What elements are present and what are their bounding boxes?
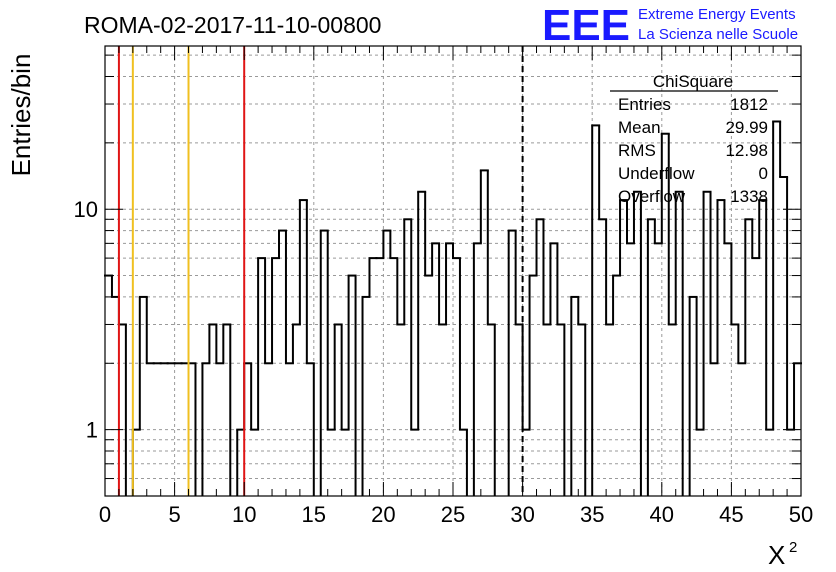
stats-value-entries: 1812	[730, 95, 768, 114]
x-tick-label: 40	[650, 502, 674, 527]
y-axis-label: Entries/bin	[6, 54, 36, 177]
chart-title: ROMA-02-2017-11-10-00800	[84, 12, 381, 38]
x-tick-label: 30	[510, 502, 534, 527]
stats-value-overflow: 1338	[730, 187, 768, 206]
eee-logo: EEE Extreme Energy Events La Scienza nel…	[542, 1, 798, 50]
threshold-lines	[117, 46, 524, 496]
stats-value-underflow: 0	[759, 164, 768, 183]
stats-label-rms: RMS	[618, 141, 656, 160]
logo-line1: Extreme Energy Events	[638, 6, 796, 23]
stats-value-rms: 12.98	[725, 141, 768, 160]
x-tick-label: 45	[719, 502, 743, 527]
axis-ticks: 0 5 10 15 20 25 30 35 40 45 50 1 10	[74, 46, 813, 527]
stats-value-mean: 29.99	[725, 118, 768, 137]
x-tick-label: 35	[580, 502, 604, 527]
x-axis-label-superscript: 2	[789, 539, 797, 556]
logo-mark: EEE	[542, 1, 630, 50]
x-tick-label: 10	[232, 502, 256, 527]
x-tick-label: 25	[441, 502, 465, 527]
stats-label-overflow: Overflow	[618, 187, 686, 206]
x-tick-label: 50	[789, 502, 813, 527]
y-tick-label: 10	[74, 197, 98, 222]
stats-box: ChiSquare Entries 1812 Mean 29.99 RMS 12…	[610, 72, 778, 206]
histogram-bars	[104, 120, 802, 496]
stats-label-underflow: Underflow	[618, 164, 695, 183]
stats-label-entries: Entries	[618, 95, 671, 114]
x-axis-label: X 2	[768, 539, 797, 570]
y-tick-label: 1	[86, 418, 98, 443]
logo-line2: La Scienza nelle Scuole	[638, 26, 798, 43]
x-tick-label: 20	[371, 502, 395, 527]
x-axis-label-base: X	[768, 540, 785, 570]
stats-title: ChiSquare	[653, 72, 733, 91]
x-tick-label: 0	[99, 502, 111, 527]
x-tick-label: 5	[168, 502, 180, 527]
stats-label-mean: Mean	[618, 118, 661, 137]
x-tick-label: 15	[302, 502, 326, 527]
